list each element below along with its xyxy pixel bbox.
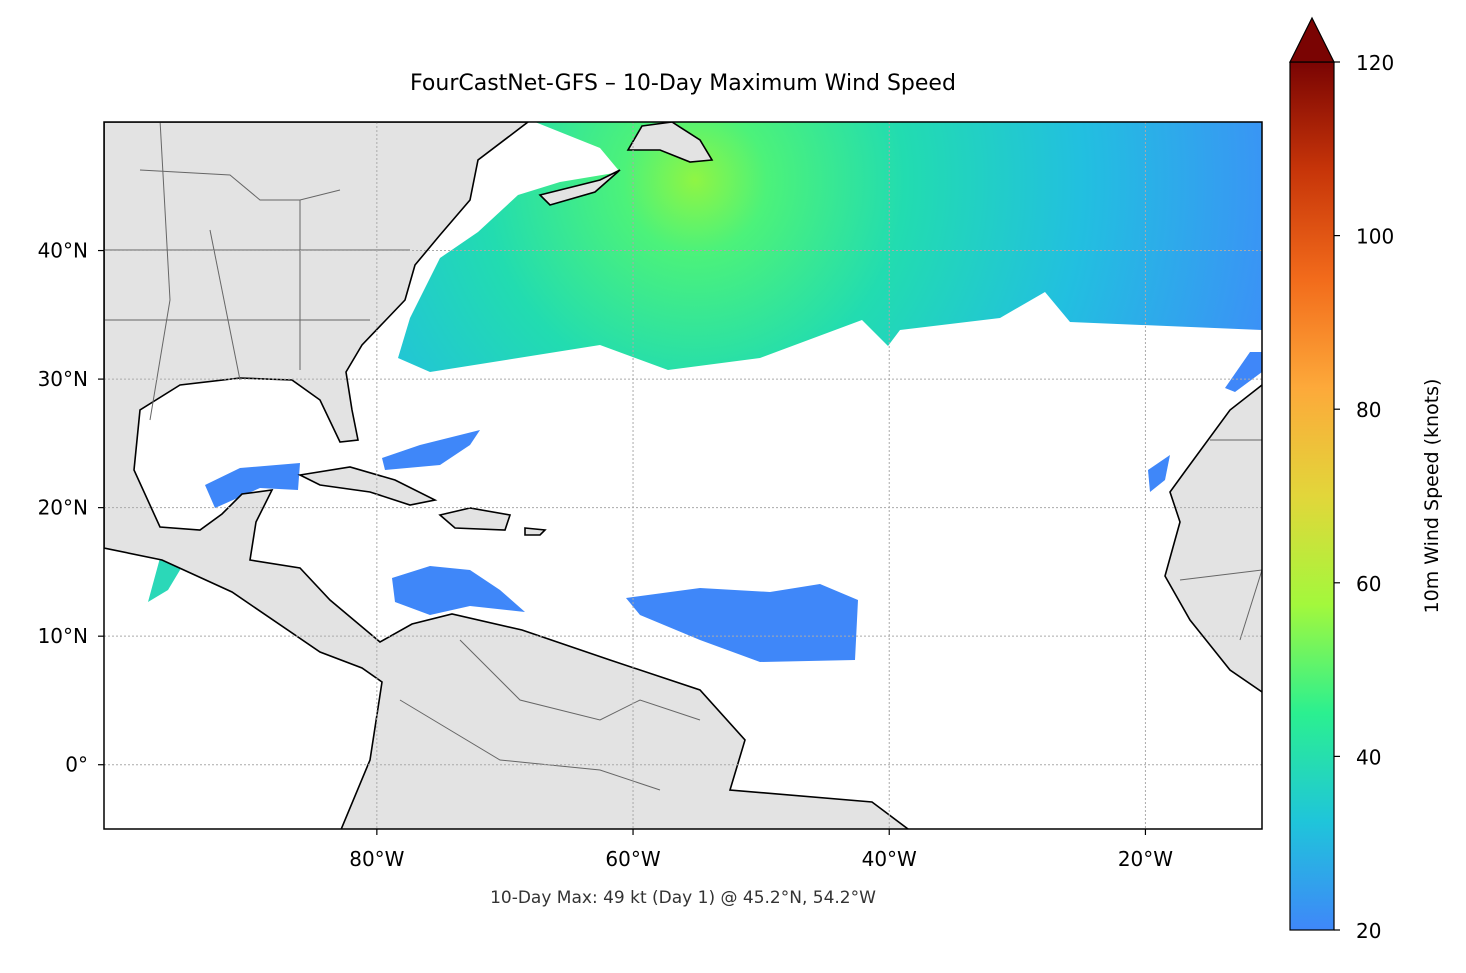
x-tick-label: 60°W (605, 847, 660, 871)
colorbar-tick-label: 40 (1356, 745, 1381, 769)
colorbar-tick-label: 120 (1356, 51, 1394, 75)
x-tick-label: 20°W (1118, 847, 1173, 871)
border (149, 122, 171, 421)
land (538, 169, 621, 206)
border (1179, 569, 1262, 641)
chart-title: FourCastNet-GFS – 10-Day Maximum Wind Sp… (410, 71, 956, 96)
wind-field (205, 463, 300, 508)
map-frame (103, 121, 1263, 830)
land (1164, 384, 1262, 693)
land (438, 507, 512, 531)
y-tick-label: 10°N (38, 624, 88, 648)
land (297, 466, 438, 506)
wind-field (626, 584, 858, 662)
land (104, 122, 910, 829)
land (524, 527, 547, 536)
wind-field (1148, 455, 1170, 492)
border (139, 169, 341, 201)
y-tick-label: 40°N (38, 239, 88, 263)
colorbar-tick-label: 80 (1356, 398, 1381, 422)
y-tick-label: 0° (65, 753, 88, 777)
y-tick-label: 20°N (38, 496, 88, 520)
colorbar-tick-label: 20 (1356, 919, 1381, 943)
x-tick-label: 40°W (862, 847, 917, 871)
colorbar-tick-label: 100 (1356, 225, 1394, 249)
colorbar-tick-label: 60 (1356, 572, 1381, 596)
wind-field (382, 430, 480, 470)
map-area (104, 122, 1262, 829)
colorbar-label: 10m Wind Speed (knots) (1421, 379, 1443, 614)
wind-field (392, 566, 525, 615)
annotation: 10-Day Max: 49 kt (Day 1) @ 45.2°N, 54.2… (490, 888, 876, 908)
wind-field (148, 558, 183, 602)
colorbar (1289, 61, 1335, 931)
wind-field (1225, 352, 1262, 392)
wind-field (398, 122, 1262, 372)
border (209, 229, 241, 381)
y-tick-label: 30°N (38, 367, 88, 391)
border (459, 639, 701, 721)
colorbar-extend (1289, 16, 1335, 63)
x-tick-label: 80°W (349, 847, 404, 871)
